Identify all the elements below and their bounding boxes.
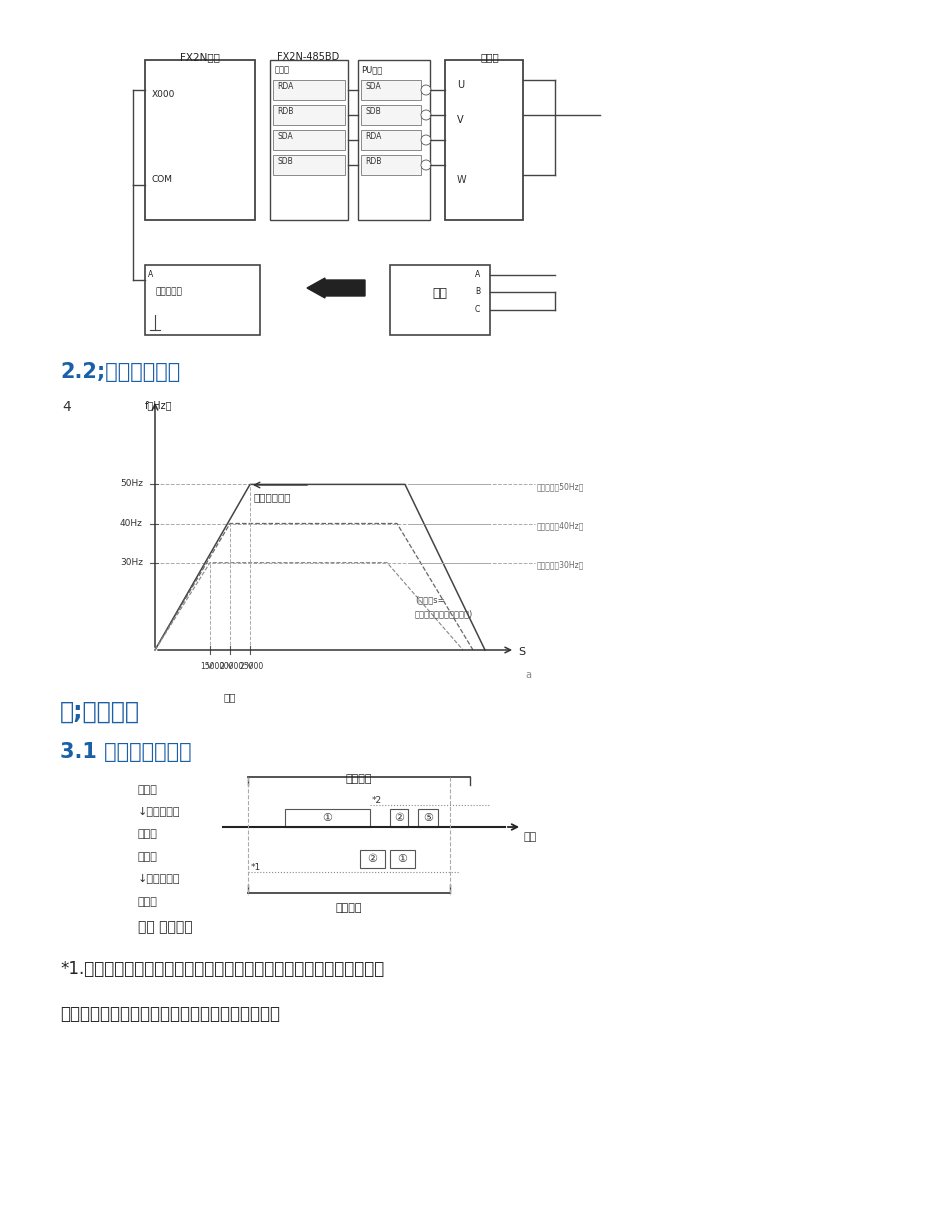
Text: SDA: SDA [365,82,381,91]
Text: 15000: 15000 [200,662,224,672]
Text: C: C [475,305,481,314]
Text: 读出数据: 读出数据 [346,774,372,784]
Text: 40Hz: 40Hz [120,519,142,528]
Text: RDB: RDB [277,107,294,116]
Bar [285,809,370,827]
Text: 起始频率为30Hz时: 起始频率为30Hz时 [537,561,584,569]
Text: 目标脉冲数一当前脉冲数): 目标脉冲数一当前脉冲数) [415,609,473,617]
Circle shape [421,135,431,145]
Text: 变频器: 变频器 [138,829,158,839]
Bar [361,130,421,150]
Text: 试次数超过参数设定值变频器进入到报警停止状态: 试次数超过参数设定值变频器进入到报警停止状态 [60,1005,280,1023]
Text: SDB: SDB [365,107,381,116]
Circle shape [421,85,431,95]
Text: 同轴编码器: 同轴编码器 [155,287,181,296]
Text: V: V [457,114,464,125]
Text: 写入数据: 写入数据 [335,903,362,913]
Text: B: B [475,287,480,296]
Bar [270,60,348,220]
Text: ↓（数据流）: ↓（数据流） [138,875,180,884]
Text: *1: *1 [251,863,261,872]
Text: f（Hz）: f（Hz） [145,400,173,410]
Bar [361,155,421,175]
Bar [361,105,421,125]
Text: 图３ 通信协议: 图３ 通信协议 [138,920,193,934]
Text: 30Hz: 30Hz [120,557,143,567]
Bar [145,60,255,220]
Text: (余冲量s=: (余冲量s= [415,595,445,604]
Bar [273,105,345,125]
Text: 起始频率为40Hz时: 起始频率为40Hz时 [537,522,584,530]
Bar [445,60,523,220]
Text: 25000: 25000 [240,662,264,672]
Text: *2: *2 [372,796,382,804]
Text: 系统运行方向: 系统运行方向 [253,492,291,502]
Bar [390,850,415,868]
Bar [418,809,438,827]
Text: COM: COM [152,175,173,184]
Bar [273,155,345,175]
Text: 阈值: 阈值 [224,692,237,702]
Text: 50Hz: 50Hz [120,480,143,488]
Circle shape [421,109,431,121]
Text: 3.1 变频器通讯协议: 3.1 变频器通讯协议 [60,742,192,763]
Bar [361,80,421,100]
Text: ⑤: ⑤ [423,813,433,823]
Bar [273,130,345,150]
Text: A: A [475,271,481,279]
Text: 通信板: 通信板 [275,65,290,74]
Text: 变频器: 变频器 [481,52,500,62]
Text: 三;软件部分: 三;软件部分 [60,700,140,724]
Text: ↓（数据流）: ↓（数据流） [138,807,180,817]
Bar [145,264,260,335]
Text: *1.如果发现数据错误并且进行再试从用户程序执行再试操作如果连续再: *1.如果发现数据错误并且进行再试从用户程序执行再试操作如果连续再 [60,959,384,978]
Text: a: a [525,670,531,680]
Text: RDB: RDB [365,157,381,166]
Text: W: W [457,175,466,184]
Circle shape [421,160,431,170]
Text: SDA: SDA [277,132,293,141]
Bar [390,809,408,827]
Bar [273,80,345,100]
Text: RDA: RDA [277,82,294,91]
Text: 变频器: 变频器 [138,852,158,862]
Text: 起始频率为50Hz时: 起始频率为50Hz时 [537,482,584,492]
Bar [390,264,490,335]
Text: A: A [148,271,153,279]
Text: 4: 4 [62,400,70,415]
Text: ①: ① [322,813,332,823]
Text: 计算机: 计算机 [138,897,158,907]
Text: 2.2;电机转数曲线: 2.2;电机转数曲线 [60,362,180,383]
Text: FX2N主机: FX2N主机 [180,52,220,62]
Text: 计算机: 计算机 [138,785,158,795]
Text: SDB: SDB [277,157,293,166]
Text: 电机: 电机 [432,287,447,300]
Text: 时间: 时间 [524,831,538,843]
Text: X000: X000 [152,90,176,98]
Bar [358,60,430,220]
Text: ①: ① [397,854,407,863]
Text: FX2N-485BD: FX2N-485BD [276,52,339,62]
Text: ②: ② [394,813,404,823]
Text: U: U [457,80,465,90]
Text: S: S [518,647,525,657]
Text: 20000: 20000 [220,662,244,672]
Text: RDA: RDA [365,132,381,141]
FancyArrow shape [307,278,365,298]
Bar [360,850,385,868]
Text: ②: ② [367,854,377,863]
Text: PU接口: PU接口 [361,65,382,74]
